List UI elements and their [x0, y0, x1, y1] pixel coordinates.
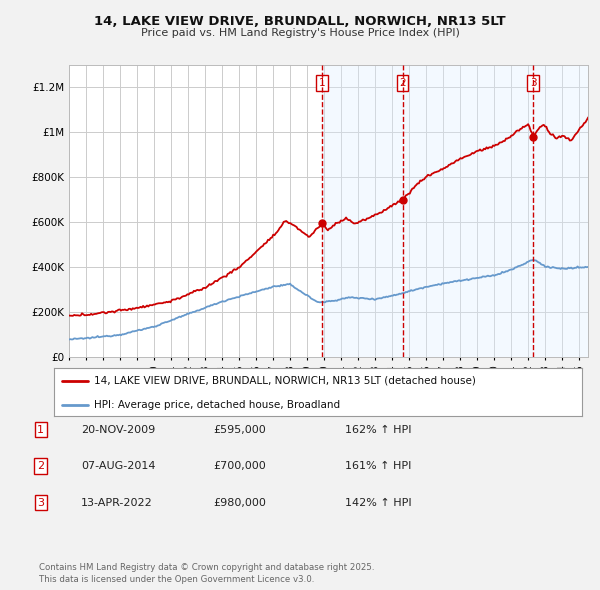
Text: 161% ↑ HPI: 161% ↑ HPI: [345, 461, 412, 471]
Text: 3: 3: [530, 78, 536, 88]
Bar: [322, 65, 403, 357]
Bar: [403, 65, 533, 357]
Text: 07-AUG-2014: 07-AUG-2014: [81, 461, 155, 471]
Text: £980,000: £980,000: [213, 498, 266, 507]
Text: 142% ↑ HPI: 142% ↑ HPI: [345, 498, 412, 507]
Text: 13-APR-2022: 13-APR-2022: [81, 498, 153, 507]
Text: 14, LAKE VIEW DRIVE, BRUNDALL, NORWICH, NR13 5LT (detached house): 14, LAKE VIEW DRIVE, BRUNDALL, NORWICH, …: [94, 376, 475, 386]
Text: Contains HM Land Registry data © Crown copyright and database right 2025.
This d: Contains HM Land Registry data © Crown c…: [39, 563, 374, 584]
Text: Price paid vs. HM Land Registry's House Price Index (HPI): Price paid vs. HM Land Registry's House …: [140, 28, 460, 38]
Text: 2: 2: [37, 461, 44, 471]
Text: £595,000: £595,000: [213, 425, 266, 434]
Text: 20-NOV-2009: 20-NOV-2009: [81, 425, 155, 434]
Text: 2: 2: [399, 78, 406, 88]
Text: 14, LAKE VIEW DRIVE, BRUNDALL, NORWICH, NR13 5LT: 14, LAKE VIEW DRIVE, BRUNDALL, NORWICH, …: [94, 15, 506, 28]
Text: 3: 3: [37, 498, 44, 507]
Bar: [533, 65, 588, 357]
Text: 1: 1: [37, 425, 44, 434]
Text: 162% ↑ HPI: 162% ↑ HPI: [345, 425, 412, 434]
Text: £700,000: £700,000: [213, 461, 266, 471]
Text: HPI: Average price, detached house, Broadland: HPI: Average price, detached house, Broa…: [94, 400, 340, 410]
Text: 1: 1: [319, 78, 326, 88]
